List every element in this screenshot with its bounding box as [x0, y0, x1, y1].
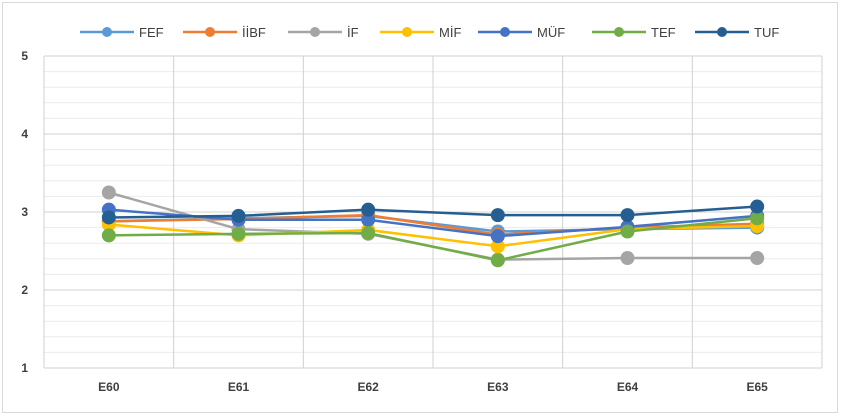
- legend-item: TUF: [695, 25, 779, 40]
- legend-label: FEF: [139, 25, 164, 40]
- data-point: [620, 208, 635, 223]
- legend-label: TUF: [754, 25, 779, 40]
- legend-label: TEF: [651, 25, 676, 40]
- y-tick-label: 2: [21, 283, 28, 297]
- data-point: [620, 224, 635, 239]
- data-point: [231, 226, 246, 241]
- data-point: [231, 208, 246, 223]
- y-tick-label: 5: [21, 49, 28, 63]
- legend: FEF İİBF İF MİF MÜF TEF TUF: [80, 25, 779, 40]
- legend-marker: [310, 27, 320, 37]
- legend-marker: [500, 27, 510, 37]
- legend-label: MİF: [439, 25, 461, 40]
- data-point: [490, 208, 505, 223]
- legend-item: MÜF: [478, 25, 565, 40]
- series-line: [108, 205, 758, 219]
- x-tick-label: E64: [617, 380, 639, 394]
- legend-marker: [102, 27, 112, 37]
- data-point: [750, 251, 765, 266]
- data-point: [101, 185, 116, 200]
- y-tick-label: 4: [21, 127, 28, 141]
- legend-item: FEF: [80, 25, 164, 40]
- legend-marker: [402, 27, 412, 37]
- data-point: [750, 211, 765, 226]
- axis-labels: 1 2 3 4 5 E60 E61 E62 E63 E64 E65: [21, 49, 768, 394]
- legend-marker: [614, 27, 624, 37]
- data-point: [101, 228, 116, 243]
- series-TEF: [101, 211, 765, 268]
- legend-marker: [717, 27, 727, 37]
- x-tick-label: E65: [746, 380, 768, 394]
- legend-item: İİBF: [183, 25, 266, 40]
- series-line: [108, 208, 758, 238]
- data-point: [361, 202, 376, 217]
- x-tick-label: E63: [487, 380, 509, 394]
- legend-item: İF: [288, 25, 359, 40]
- x-tick-label: E61: [228, 380, 250, 394]
- legend-label: MÜF: [537, 25, 565, 40]
- data-point: [101, 210, 116, 225]
- data-point: [490, 253, 505, 268]
- data-point: [620, 251, 635, 266]
- legend-label: İF: [347, 25, 359, 40]
- data-point: [490, 239, 505, 254]
- y-tick-label: 1: [21, 361, 28, 375]
- x-tick-label: E60: [98, 380, 120, 394]
- data-point: [361, 212, 376, 227]
- series-lines: [101, 185, 765, 268]
- legend-marker: [205, 27, 215, 37]
- series-line: [108, 216, 758, 262]
- data-point: [361, 226, 376, 241]
- data-point: [490, 229, 505, 244]
- legend-label: İİBF: [242, 25, 266, 40]
- legend-item: TEF: [592, 25, 676, 40]
- series-TUF: [101, 199, 765, 225]
- data-point: [750, 199, 765, 214]
- series-line: [108, 213, 758, 236]
- legend-item: MİF: [380, 25, 461, 40]
- x-tick-label: E62: [357, 380, 379, 394]
- y-tick-label: 3: [21, 205, 28, 219]
- chart-frame: [2, 2, 838, 413]
